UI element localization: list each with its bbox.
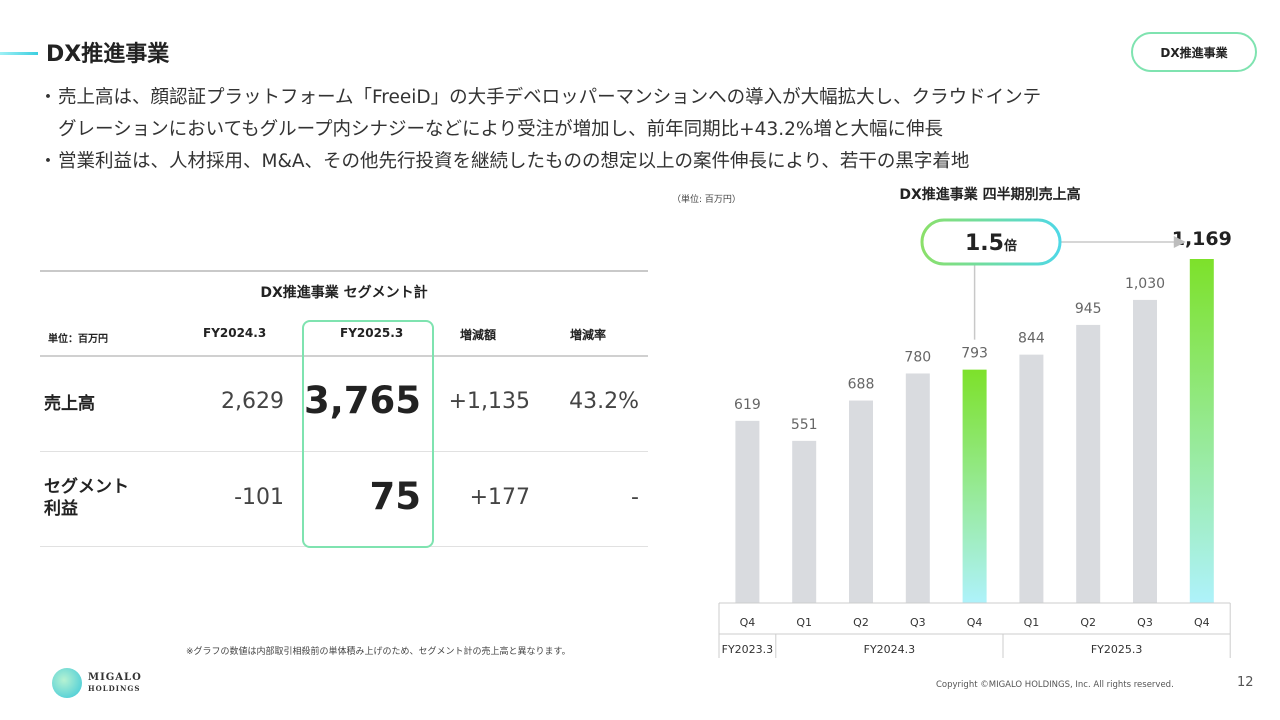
bar-6 [1076,324,1101,603]
fy2025-highlight-frame [302,320,434,548]
bar-7 [1133,299,1157,603]
profit-rate: - [631,485,639,510]
logo-mark-icon [52,668,82,698]
profit-fy2024: -101 [234,485,284,510]
unit-note: （単位: 百万円） [672,195,741,205]
bar-value-label-3: 780 [904,349,931,365]
row-label-profit: セグメント 利益 [44,477,129,519]
category-tick-label-5: Q1 [1024,616,1040,629]
header-fy2024: FY2024.3 [203,326,267,340]
copyright: Copyright ©MIGALO HOLDINGS, Inc. All rig… [936,680,1174,690]
bar-2 [849,400,873,603]
profit-fy2025: 75 [369,475,422,518]
table-top-rule [40,270,648,272]
bullet-item: ・ 売上高は、顔認証プラットフォーム「FreeiD」の大手デベロッパーマンション… [38,82,1258,114]
category-tick-label-2: Q2 [853,616,869,629]
table-title: DX推進事業 セグメント計 [260,285,428,301]
bar-value-label-5: 844 [1018,331,1045,347]
segment-table: DX推進事業 セグメント計 単位：百万円 FY2024.3 FY2025.3 増… [40,270,648,550]
company-logo: MIGALO HOLDINGS [52,668,142,698]
bar-value-label-2: 688 [848,377,875,393]
logo-line2: HOLDINGS [88,684,141,693]
chart-footnote: ※グラフの数値は内部取引相殺前の単体積み上げのため、セグメント計の売上高と異なり… [186,647,571,657]
growth-pill [920,218,1062,266]
category-tick-label-6: Q2 [1080,616,1096,629]
bar-0 [735,420,760,603]
sales-fy2024: 2,629 [221,389,284,414]
bullet-text: 売上高は、顔認証プラットフォーム「FreeiD」の大手デベロッパーマンションへの… [58,87,1042,108]
bar-value-label-0: 619 [734,397,761,413]
summary-bullets: ・ 売上高は、顔認証プラットフォーム「FreeiD」の大手デベロッパーマンション… [38,82,1258,178]
fiscal-year-label-1: FY2024.3 [864,643,916,656]
bullet-text: グレーションにおいてもグループ内シナジーなどにより受注が増加し、前年同期比+43… [58,119,943,140]
bar-value-label-6: 945 [1075,301,1102,317]
fiscal-year-label-0: FY2023.3 [722,643,774,656]
bullet-dot [38,114,58,146]
quarterly-sales-chart: 619 551 688 780 793 844 945 1,030 1,169 Q4 Q1 Q2 Q3… [718,218,1232,658]
bar-1 [792,440,817,603]
bar-value-label-4: 793 [961,346,988,362]
section-tag: DX推進事業 [1131,32,1257,72]
bar-value-label-1: 551 [791,417,818,433]
bullet-text: 営業利益は、人材採用、M&A、その他先行投資を継続したものの想定以上の案件伸長に… [58,151,970,172]
fiscal-year-label-2: FY2025.3 [1091,643,1143,656]
page-number: 12 [1237,675,1254,690]
page-title: DX推進事業 [46,42,170,67]
category-tick-label-4: Q4 [967,616,983,629]
bar-8 [1189,259,1214,603]
growth-unit: 倍 [1004,238,1017,254]
header-diff: 増減額 [460,328,497,342]
header-rate: 増減率 [570,328,607,342]
bullet-dot: ・ [38,151,58,172]
bar-3 [905,373,930,603]
sales-fy2025: 3,765 [303,379,421,422]
category-tick-label-7: Q3 [1137,616,1153,629]
sales-diff: +1,135 [448,389,530,414]
logo-text: MIGALO HOLDINGS [88,672,142,694]
bar-value-label-8: 1,169 [1172,228,1232,250]
growth-value: 1.5 [965,231,1004,256]
category-tick-label-1: Q1 [796,616,812,629]
bar-4 [962,369,987,603]
header-rule [40,355,648,357]
bullet-item: グレーションにおいてもグループ内シナジーなどにより受注が増加し、前年同期比+43… [38,114,1258,146]
category-tick-label-8: Q4 [1194,616,1210,629]
chart-title: DX推進事業 四半期別売上高 [899,187,1081,203]
bar-value-label-7: 1,030 [1125,276,1165,292]
logo-line1: MIGALO [88,672,142,683]
sales-rate: 43.2% [569,389,639,414]
growth-multiplier: 1.5倍 [965,231,1017,256]
annotation-arrow-head [1173,236,1186,248]
category-tick-label-3: Q3 [910,616,926,629]
header-fy2025: FY2025.3 [340,326,404,340]
title-accent-line [0,52,38,55]
row-rule [40,451,648,452]
bar-5 [1019,354,1044,603]
bullet-item: ・ 営業利益は、人材採用、M&A、その他先行投資を継続したものの想定以上の案件伸… [38,146,1258,178]
table-unit: 単位：百万円 [48,334,108,345]
category-tick-label-0: Q4 [740,616,756,629]
row-label-sales: 売上高 [44,394,95,414]
bullet-dot: ・ [38,87,58,108]
profit-diff: +177 [469,485,530,510]
